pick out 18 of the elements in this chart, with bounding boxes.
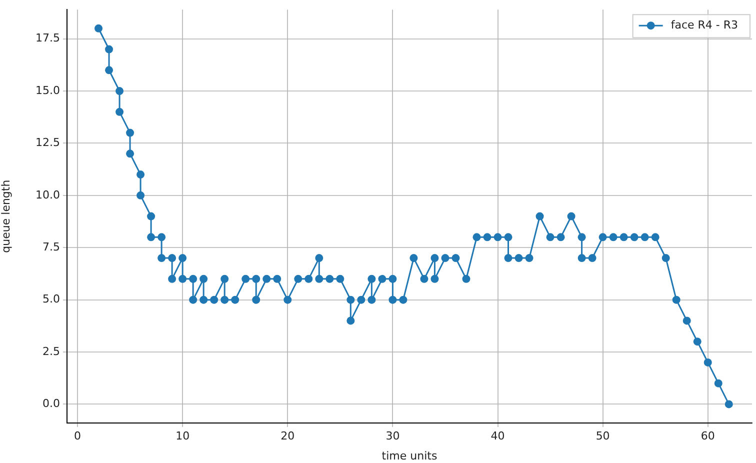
x-tick-label: 60 xyxy=(700,429,715,442)
x-tick-label: 50 xyxy=(596,429,610,442)
y-tick-label: 7.5 xyxy=(42,240,60,254)
y-tick-label: 15.0 xyxy=(36,84,60,97)
y-axis-title: queue length xyxy=(0,180,12,253)
y-tick-label: 17.5 xyxy=(36,32,60,45)
legend-label: face R4 - R3 xyxy=(670,18,738,32)
y-tick-label: 10.0 xyxy=(36,188,60,202)
x-tick-label: 40 xyxy=(490,429,505,442)
x-tick-label: 30 xyxy=(386,429,400,442)
y-tick-label: 0.0 xyxy=(42,397,60,410)
x-axis-title: time units xyxy=(382,449,438,462)
x-tick-label: 0 xyxy=(74,429,82,442)
y-tick-label: 12.5 xyxy=(36,136,60,150)
x-tick-label: 20 xyxy=(280,429,295,442)
x-tick-label: 10 xyxy=(176,429,190,442)
y-tick-label: 5.0 xyxy=(42,292,60,306)
y-tick-label: 2.5 xyxy=(42,344,60,358)
